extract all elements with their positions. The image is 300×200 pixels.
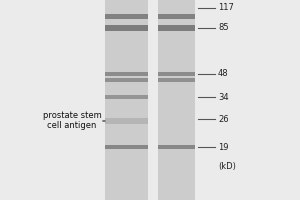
Text: 48: 48 <box>218 70 229 78</box>
Text: 85: 85 <box>218 23 229 32</box>
Bar <box>105 25 148 31</box>
Bar <box>158 78 195 82</box>
Bar <box>158 14 195 19</box>
Bar <box>148 0 158 200</box>
Bar <box>158 0 195 200</box>
Text: 34: 34 <box>218 92 229 102</box>
Bar <box>105 14 148 19</box>
Text: prostate stem: prostate stem <box>43 112 101 120</box>
Bar <box>105 95 148 99</box>
Bar <box>105 0 148 200</box>
Bar <box>158 72 195 76</box>
Text: cell antigen: cell antigen <box>47 121 97 130</box>
Bar <box>105 78 148 82</box>
Bar <box>158 25 195 31</box>
Text: 26: 26 <box>218 114 229 123</box>
Text: 19: 19 <box>218 142 229 152</box>
Text: (kD): (kD) <box>218 162 236 171</box>
Bar <box>105 145 148 149</box>
Bar <box>105 118 148 124</box>
Bar <box>105 72 148 76</box>
Bar <box>158 145 195 149</box>
Text: 117: 117 <box>218 3 234 12</box>
